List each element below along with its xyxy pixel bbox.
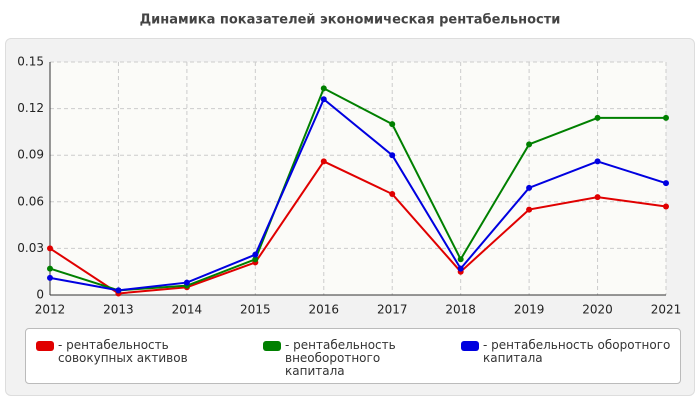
y-tick-label: 0.15 (17, 55, 44, 69)
data-point (115, 287, 122, 294)
y-tick-label: 0.03 (17, 241, 44, 255)
data-point (320, 85, 327, 92)
legend-swatch (461, 341, 479, 351)
legend-swatch (36, 341, 54, 351)
series-line (49, 97, 667, 292)
data-point (526, 206, 533, 213)
x-tick-label: 2021 (651, 303, 682, 317)
legend-item: - рентабельность совокупных активов (36, 339, 236, 365)
data-point (594, 158, 601, 165)
x-tick-label: 2019 (514, 303, 545, 317)
data-point (320, 96, 327, 103)
x-tick-label: 2013 (103, 303, 134, 317)
x-tick-label: 2015 (240, 303, 271, 317)
legend-label: - рентабельность совокупных активов (58, 338, 188, 365)
x-tick-label: 2012 (35, 303, 66, 317)
data-point (47, 265, 53, 272)
data-point (320, 158, 327, 165)
x-tick-label: 2018 (445, 303, 476, 317)
data-point (389, 191, 396, 198)
x-tick-label: 2017 (377, 303, 408, 317)
data-point (389, 152, 396, 159)
data-point (594, 194, 601, 201)
data-point (457, 256, 464, 263)
legend: - рентабельность совокупных активов - рен… (25, 328, 681, 384)
x-tick-label: 2014 (172, 303, 203, 317)
data-point (594, 114, 601, 121)
data-point (252, 251, 259, 258)
data-point (663, 180, 669, 187)
y-tick-label: 0.12 (17, 101, 44, 115)
data-point (252, 256, 259, 263)
data-point (47, 245, 53, 252)
series-line (49, 160, 667, 295)
data-point (389, 121, 396, 128)
legend-item: - рентабельность оборотного капитала (461, 339, 671, 365)
data-point (526, 184, 533, 191)
y-tick-label: 0 (36, 288, 44, 302)
data-point (183, 279, 190, 286)
chart-title: Динамика показателей экономическая рента… (140, 13, 561, 28)
legend-label: - рентабельность оборотного капитала (483, 338, 671, 365)
x-tick-label: 2016 (309, 303, 340, 317)
y-tick-label: 0.09 (17, 148, 44, 162)
data-point (47, 274, 53, 281)
data-point (663, 203, 669, 210)
legend-swatch (263, 341, 281, 351)
data-point (663, 114, 669, 121)
data-point (457, 265, 464, 272)
y-tick-label: 0.06 (17, 194, 44, 208)
x-tick-label: 2020 (582, 303, 613, 317)
series-line (49, 87, 666, 292)
legend-label: - рентабельность внеоборотного капитала (285, 338, 396, 378)
legend-item: - рентабельность внеоборотного капитала (263, 339, 433, 378)
data-point (526, 141, 533, 148)
